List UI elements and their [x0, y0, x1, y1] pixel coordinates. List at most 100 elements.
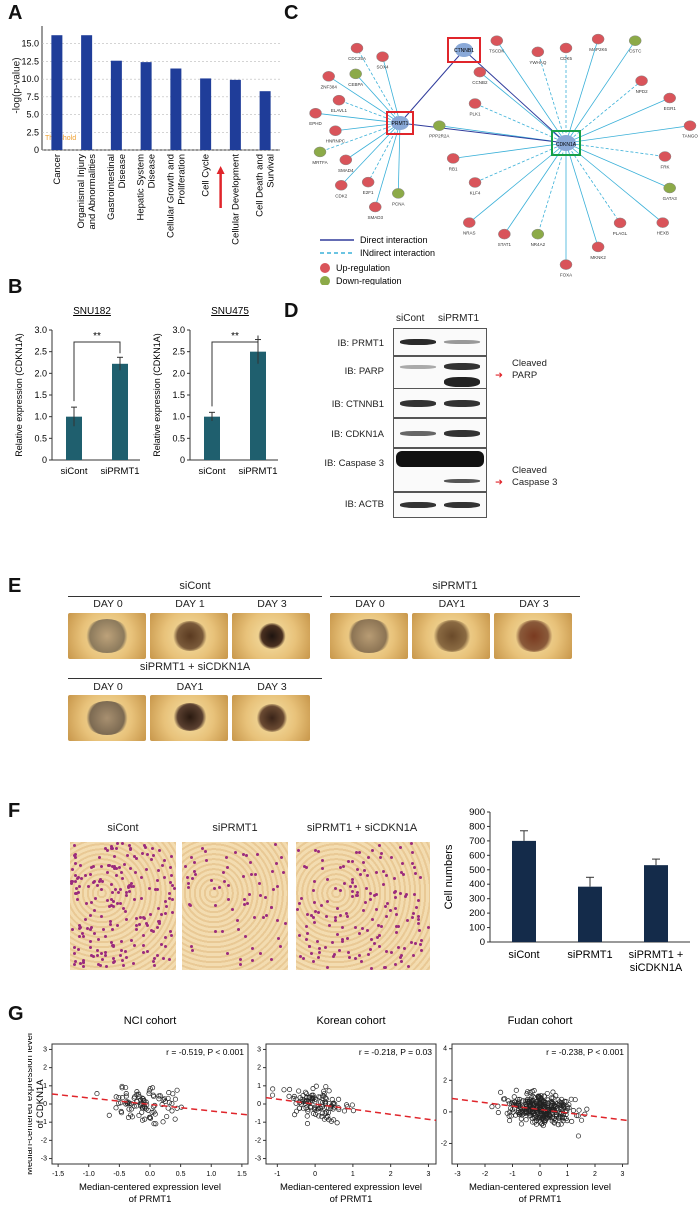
- stained-cell: [156, 954, 160, 958]
- scatter-point: [569, 1118, 575, 1125]
- category-label-line: Cellular Growth and: [165, 154, 176, 238]
- stat-label: r = -0.218, P = 0.03: [359, 1047, 432, 1057]
- stained-cell: [343, 882, 347, 886]
- stained-cell: [123, 949, 127, 953]
- stained-cell: [78, 863, 82, 867]
- panel-letter-d: D: [284, 300, 299, 322]
- tick-label: 0.5: [34, 433, 47, 443]
- network-node: [683, 120, 697, 131]
- tick-label: 3: [426, 1171, 430, 1178]
- stained-cell: [105, 871, 109, 875]
- network-edge: [496, 40, 567, 144]
- stained-cell: [353, 926, 357, 930]
- scatter-point: [292, 1112, 298, 1118]
- stained-cell: [114, 874, 118, 878]
- stained-cell: [184, 865, 188, 869]
- stained-cell: [317, 956, 321, 960]
- bar: [250, 351, 266, 460]
- cleaved-parp-label: Cleaved PARP: [512, 358, 547, 381]
- stained-cell: [393, 891, 397, 895]
- stained-cell: [399, 953, 403, 957]
- tick-label: 1: [351, 1171, 355, 1178]
- scatter-point: [165, 1105, 171, 1111]
- stained-cell: [132, 961, 136, 965]
- scatter-point: [287, 1086, 293, 1092]
- network-node: [313, 146, 327, 158]
- scatter-point: [305, 1106, 311, 1112]
- stained-cell: [112, 867, 116, 871]
- significance-bracket: [211, 335, 259, 407]
- scatter-point: [136, 1112, 142, 1119]
- category-label-line: Gastrointestinal: [106, 154, 117, 220]
- scatter-point: [160, 1119, 166, 1125]
- category-label: siCont: [508, 949, 539, 961]
- network-edge: [474, 142, 567, 183]
- stained-cell: [317, 946, 321, 950]
- stained-cell: [190, 944, 194, 948]
- stained-cell: [304, 924, 308, 928]
- network-node: [628, 35, 642, 46]
- stained-cell: [371, 848, 375, 852]
- scatter-point: [579, 1117, 585, 1123]
- network-node-label: PLAGL: [613, 231, 628, 236]
- scatter-point: [529, 1088, 535, 1094]
- network-node: [531, 46, 545, 58]
- tick-label: -3: [454, 1171, 460, 1178]
- stained-cell: [142, 844, 146, 848]
- stained-cell: [110, 846, 114, 850]
- tick-label: 12.5: [21, 56, 39, 66]
- scatter-point: [304, 1094, 310, 1100]
- stained-cell: [140, 897, 144, 901]
- scatter-point: [169, 1108, 175, 1114]
- scatter-point: [302, 1089, 309, 1095]
- stained-cell: [119, 888, 123, 892]
- network-node: [463, 217, 476, 228]
- stained-cell: [409, 941, 413, 945]
- category-label: siCDKN1A: [630, 962, 683, 974]
- stained-cell: [314, 849, 318, 853]
- scatter-point: [539, 1121, 545, 1127]
- scatter-point: [161, 1096, 168, 1102]
- stained-cell: [114, 887, 118, 891]
- stained-cell: [116, 902, 119, 906]
- scatter-point: [550, 1095, 556, 1101]
- stained-cell: [349, 885, 353, 889]
- stained-cell: [405, 918, 409, 922]
- stained-cell: [382, 883, 386, 887]
- stained-cell: [394, 931, 398, 935]
- stained-cell: [142, 933, 146, 937]
- stained-cell: [339, 888, 343, 892]
- trend-line: [265, 1096, 437, 1122]
- stained-cell: [106, 899, 110, 903]
- scatter-point: [139, 1117, 146, 1123]
- bar: [644, 865, 668, 942]
- blot-label: IB: ACTB: [344, 499, 384, 510]
- network-node-label: RB1: [449, 166, 458, 171]
- stained-cell: [218, 886, 222, 890]
- scatter-point: [507, 1105, 514, 1111]
- stained-cell: [379, 925, 383, 929]
- network-node: [635, 75, 648, 87]
- stained-cell: [413, 941, 417, 945]
- stained-cell: [372, 893, 376, 897]
- tick-label: 0.5: [176, 1171, 186, 1178]
- stained-cell: [163, 911, 167, 915]
- scatter-point: [270, 1092, 276, 1098]
- stained-cell: [120, 870, 124, 874]
- network-node-label: ZNF384: [321, 84, 338, 89]
- scatter-point: [144, 1102, 150, 1108]
- ctnnb1-label: CTNNB1: [454, 48, 474, 54]
- network-edge: [565, 142, 599, 248]
- stained-cell: [163, 900, 167, 904]
- stained-cell: [368, 898, 372, 902]
- significance-stars: **: [93, 331, 101, 342]
- stained-cell: [358, 851, 362, 855]
- scatter-point: [584, 1106, 590, 1112]
- scatter-point: [559, 1102, 565, 1109]
- scatter-point: [119, 1085, 125, 1091]
- scatter-point: [146, 1088, 152, 1094]
- network-node: [334, 180, 348, 191]
- trend-line: [51, 1093, 249, 1116]
- network-node-label: STAT1: [498, 242, 512, 247]
- stained-cell: [326, 900, 330, 903]
